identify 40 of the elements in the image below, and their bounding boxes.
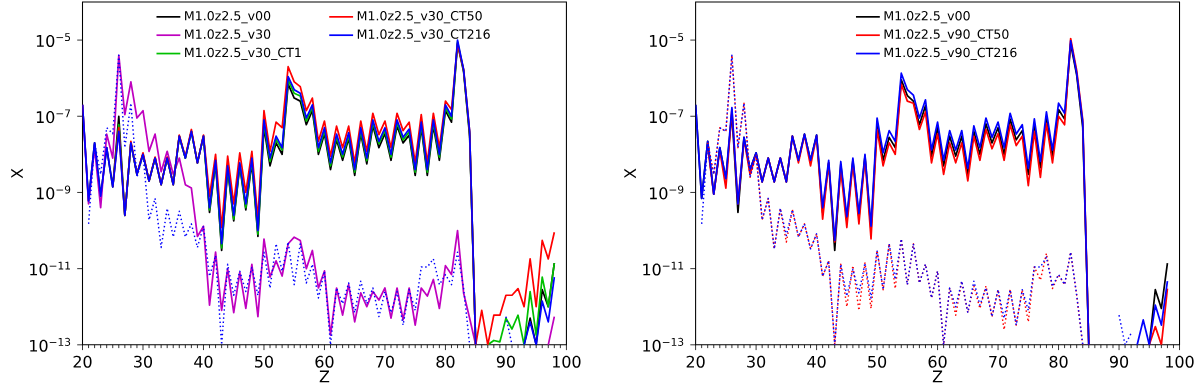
x-tick-label: 50 [868,355,887,368]
y-tick-label: 10$^{−5}$ [649,33,684,48]
y-axis-title: X [11,168,23,179]
legend-label: M1.0z2.5_v00 [185,11,271,24]
legend-label: M1.0z2.5_v30_CT1 [185,47,301,61]
legend-label: M1.0z2.5_v90_CT50 [884,29,1009,42]
x-axis-title: Z [932,370,943,383]
x-tick-label: 90 [496,355,515,368]
x-tick-label: 30 [134,355,153,368]
x-tick-label: 60 [315,355,334,368]
x-tick-label: 90 [1109,355,1129,368]
y-tick-label: 10$^{−13}$ [30,338,71,352]
legend-label: M1.0z2.5_v90_CT216 [884,47,1017,61]
x-tick-label: 30 [747,355,766,368]
y-tick-label: 10$^{−7}$ [649,109,684,124]
x-tick-label: 80 [436,355,455,368]
x-axis-title: Z [319,370,330,383]
x-tick-label: 20 [73,355,92,368]
y-tick-label: 10$^{−9}$ [649,185,684,200]
y-tick-label: 10$^{−11}$ [643,262,684,276]
x-tick-label: 40 [807,355,826,368]
y-axis-title: X [624,168,636,179]
y-tick-label: 10$^{−9}$ [36,185,71,200]
legend-label: M1.0z2.5_v00 [884,11,970,24]
x-tick-label: 100 [1166,355,1194,368]
x-tick-label: 60 [928,355,947,368]
x-tick-label: 80 [1049,355,1068,368]
x-tick-label: 100 [552,355,581,368]
x-tick-label: 40 [194,355,213,368]
x-tick-label: 20 [686,355,705,368]
y-tick-label: 10$^{−13}$ [643,338,684,352]
y-tick-label: 10$^{−5}$ [36,33,71,48]
x-tick-label: 70 [989,355,1008,368]
y-tick-label: 10$^{−7}$ [36,109,71,124]
x-tick-label: 50 [255,355,274,368]
y-tick-label: 10$^{−11}$ [30,262,70,276]
x-tick-label: 70 [376,355,395,368]
legend-label: M1.0z2.5_v30_CT50 [357,11,482,24]
legend-label: M1.0z2.5_v30_CT216 [357,29,490,42]
legend-label: M1.0z2.5_v30 [185,29,271,42]
